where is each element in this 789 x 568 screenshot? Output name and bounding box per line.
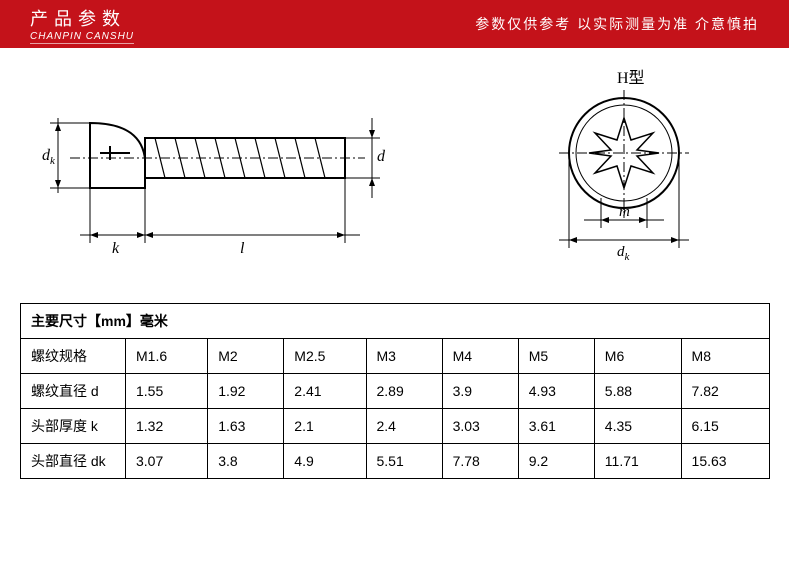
table-row: 头部厚度 k 1.32 1.63 2.1 2.4 3.03 3.61 4.35 … <box>21 409 770 444</box>
cell: 4.35 <box>594 409 681 444</box>
cell: 1.63 <box>208 409 284 444</box>
cell: 11.71 <box>594 444 681 479</box>
table-row: 头部直径 dk 3.07 3.8 4.9 5.51 7.78 9.2 11.71… <box>21 444 770 479</box>
header-title: 产品参数 <box>30 5 134 31</box>
label-m: m <box>619 204 630 220</box>
cell: 2.41 <box>284 374 366 409</box>
table-row: 螺纹直径 d 1.55 1.92 2.41 2.89 3.9 4.93 5.88… <box>21 374 770 409</box>
row-label: 头部厚度 k <box>21 409 126 444</box>
screw-top-diagram: H型 m dk <box>539 68 729 268</box>
label-h-type: H型 <box>617 69 645 87</box>
col-m2: M2 <box>208 339 284 374</box>
cell: 6.15 <box>681 409 769 444</box>
col-label: 螺纹规格 <box>21 339 126 374</box>
cell: 7.82 <box>681 374 769 409</box>
cell: 2.1 <box>284 409 366 444</box>
label-dk-top: dk <box>617 244 631 263</box>
cell: 1.92 <box>208 374 284 409</box>
screw-side-diagram: dk d k l <box>30 68 410 268</box>
header-note: 参数仅供参考 以实际测量为准 介意慎拍 <box>475 14 759 34</box>
row-label: 螺纹直径 d <box>21 374 126 409</box>
col-m4: M4 <box>442 339 518 374</box>
cell: 3.03 <box>442 409 518 444</box>
cell: 2.89 <box>366 374 442 409</box>
label-k: k <box>112 240 120 257</box>
cell: 3.61 <box>518 409 594 444</box>
col-m6: M6 <box>594 339 681 374</box>
header-left: 产品参数 CHANPIN CANSHU <box>30 5 134 44</box>
col-m3: M3 <box>366 339 442 374</box>
cell: 9.2 <box>518 444 594 479</box>
cell: 3.9 <box>442 374 518 409</box>
cell: 15.63 <box>681 444 769 479</box>
cell: 4.93 <box>518 374 594 409</box>
cell: 5.51 <box>366 444 442 479</box>
cell: 1.55 <box>126 374 208 409</box>
cell: 1.32 <box>126 409 208 444</box>
cell: 4.9 <box>284 444 366 479</box>
table-columns-row: 螺纹规格 M1.6 M2 M2.5 M3 M4 M5 M6 M8 <box>21 339 770 374</box>
col-m8: M8 <box>681 339 769 374</box>
col-m16: M1.6 <box>126 339 208 374</box>
col-m25: M2.5 <box>284 339 366 374</box>
table-header-row: 主要尺寸【mm】毫米 <box>21 304 770 339</box>
header-subtitle: CHANPIN CANSHU <box>30 31 134 44</box>
spec-table-wrap: 主要尺寸【mm】毫米 螺纹规格 M1.6 M2 M2.5 M3 M4 M5 M6… <box>0 303 789 479</box>
header-banner: 产品参数 CHANPIN CANSHU 参数仅供参考 以实际测量为准 介意慎拍 <box>0 0 789 48</box>
spec-table: 主要尺寸【mm】毫米 螺纹规格 M1.6 M2 M2.5 M3 M4 M5 M6… <box>20 303 770 479</box>
row-label: 头部直径 dk <box>21 444 126 479</box>
cell: 2.4 <box>366 409 442 444</box>
table-title: 主要尺寸【mm】毫米 <box>21 304 770 339</box>
cell: 7.78 <box>442 444 518 479</box>
cell: 3.07 <box>126 444 208 479</box>
label-d: d <box>377 148 386 165</box>
cell: 5.88 <box>594 374 681 409</box>
label-dk: dk <box>42 147 56 167</box>
label-l: l <box>240 240 245 257</box>
diagram-area: dk d k l H型 m dk <box>0 48 789 303</box>
cell: 3.8 <box>208 444 284 479</box>
col-m5: M5 <box>518 339 594 374</box>
